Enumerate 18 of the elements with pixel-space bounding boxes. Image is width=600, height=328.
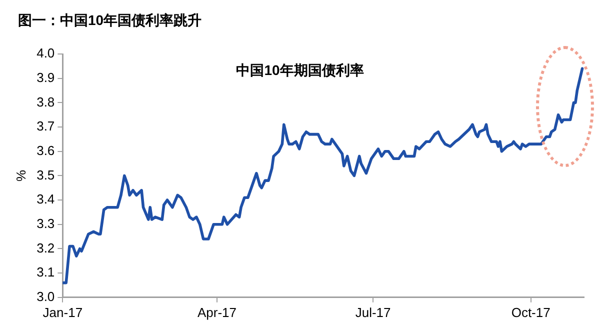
y-tick-label: 3.2	[36, 240, 55, 256]
x-tick-label: Jan-17	[42, 304, 83, 320]
y-tick-label: 3.1	[36, 264, 55, 280]
x-tick-label: Jul-17	[355, 304, 391, 320]
y-tick-label: 3.6	[36, 142, 55, 158]
y-axis-title: %	[13, 169, 28, 182]
y-tick-label: 3.8	[36, 94, 55, 110]
text: 中国10年期国债利率	[236, 62, 364, 78]
y-tick-label: 3.3	[36, 216, 55, 231]
y-tick-label: 3.4	[36, 192, 55, 207]
y-tick-label: 3.9	[36, 70, 55, 85]
y-tick-label: 3.5	[36, 167, 55, 182]
y-tick-label: 3.0	[36, 288, 55, 304]
y-tick-label: 4.0	[36, 46, 55, 61]
y-tick-label: 3.7	[36, 118, 55, 134]
x-tick-label: Oct-17	[511, 304, 550, 320]
x-tick-label: Apr-17	[197, 304, 237, 320]
chart-title: 图一：中国10年国债利率跳升	[18, 12, 202, 30]
